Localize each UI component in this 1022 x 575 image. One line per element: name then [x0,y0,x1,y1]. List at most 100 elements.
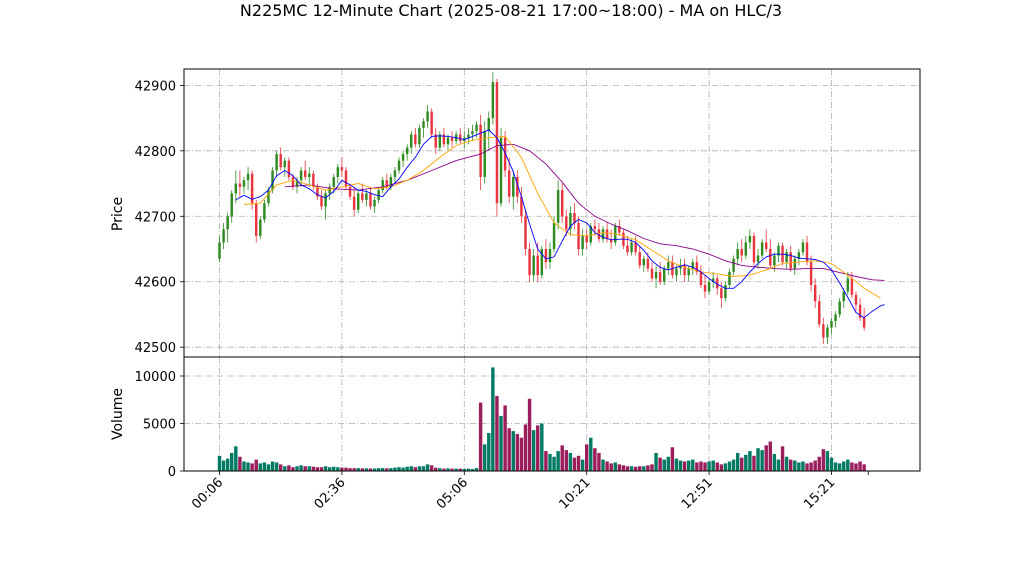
moving-averages-group [235,129,885,319]
volume-bar [368,468,373,471]
candle-body [410,134,413,148]
candle-body [809,262,813,285]
volume-bar [597,452,601,471]
volume-bar [629,466,634,471]
volume-bar [225,458,230,471]
volume-bar [319,467,324,471]
volume-bar [315,467,320,471]
candle-body [246,173,250,181]
candle-body [263,203,266,220]
volume-bar [405,466,409,471]
volume-bar [487,433,491,471]
candle-body [801,242,805,253]
volume-bar [556,451,560,471]
volume-bar [658,457,662,471]
candle-body [846,278,850,292]
price-tick-label: 42600 [135,276,176,291]
candle-body [560,190,564,217]
candle-body [805,242,809,263]
candle-body [275,154,278,171]
volume-bar [752,455,756,471]
volume-bar [340,467,344,471]
candle-body [609,239,613,243]
candle-body [691,262,695,269]
volume-bar [846,459,850,471]
candle-body [793,258,797,269]
volume-bar [503,405,507,471]
candle-body [601,229,605,240]
candle-body [589,226,593,243]
volume-bar [670,447,675,471]
volume-bar [230,452,234,471]
volume-bar [642,466,646,471]
volume-bar [625,466,630,471]
candle-body [483,131,486,177]
candle-body [336,167,340,177]
candle-body [540,249,544,276]
volume-bar [523,424,528,471]
candle-body [475,124,478,132]
volume-bar [654,452,658,471]
volume-bar [311,466,316,471]
volume-bar [254,459,258,471]
volume-bar [719,464,724,471]
volume-bar [862,464,866,471]
candle-body [777,245,780,256]
candle-body [512,177,515,197]
candle-body [279,154,282,168]
volume-bar [772,453,777,471]
candle-body [679,265,682,269]
volume-bar [593,448,597,471]
candle-body [630,242,633,253]
candle-body [732,258,735,272]
volume-bar [372,468,377,471]
volume-bar [674,458,679,471]
candle-body [524,216,527,249]
volume-bar [327,467,332,471]
volume-bar [809,462,813,471]
candle-body [581,235,584,249]
volume-bar [242,461,246,471]
candle-body [365,193,368,200]
candle-body [377,190,380,200]
candle-body [789,252,792,269]
volume-bar [266,464,271,471]
candle-body [748,235,752,243]
volume-bar [723,463,728,471]
candle-body [695,262,699,272]
volume-bar [429,465,434,471]
volume-bar [389,468,393,471]
price-grid [184,69,920,357]
candle-body [499,137,503,204]
volume-bar [478,402,483,471]
candle-body [230,193,233,217]
candle-body [650,268,654,279]
candle-body [295,180,299,187]
volume-bar [621,465,626,471]
candle-body [479,124,482,177]
candle-body [626,245,629,253]
volume-bar [291,467,295,471]
volume-bar [466,468,471,471]
time-tick-label: 05:06 [434,475,471,512]
candle-body [638,252,641,266]
candle-body [471,131,474,135]
volume-bar [793,460,797,471]
candle-body [548,249,552,263]
volume-bar [829,457,834,471]
candle-body [393,170,397,177]
candle-body [507,170,511,197]
volume-bar [434,467,438,471]
volume-bar [307,466,311,471]
volume-bar [797,462,801,471]
candle-body [597,229,601,240]
candle-body [724,285,727,299]
candle-body [642,258,646,266]
candle-body [773,255,776,266]
volume-bar [507,428,511,471]
volume-bar [462,468,467,471]
candle-body [818,301,821,325]
candle-body [834,314,837,321]
volume-bar [678,460,683,471]
